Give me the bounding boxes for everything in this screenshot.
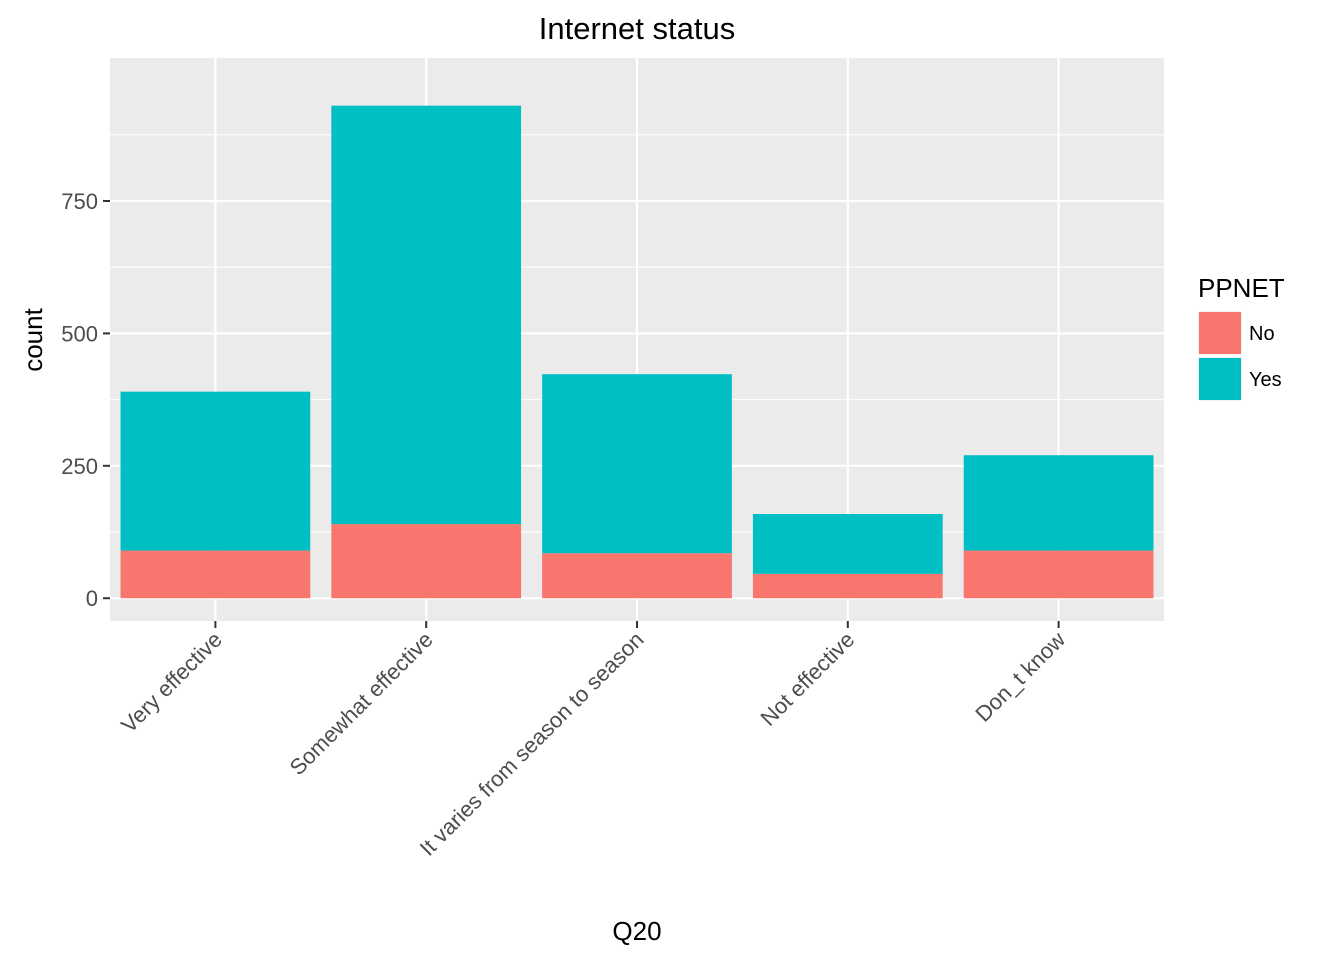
bar-no-2 xyxy=(542,553,732,599)
bar-no-3 xyxy=(752,573,943,599)
legend-title: PPNET xyxy=(1198,273,1285,303)
bar-yes-4 xyxy=(963,455,1154,551)
bar-yes-3 xyxy=(752,514,943,574)
y-axis-title: count xyxy=(18,307,48,371)
bar-yes-2 xyxy=(542,374,732,554)
bars-group xyxy=(120,105,1154,599)
bar-no-1 xyxy=(331,524,522,599)
bar-no-4 xyxy=(963,550,1154,599)
legend-swatch-no xyxy=(1199,312,1241,354)
y-axis: 0 250 500 750 xyxy=(61,189,110,611)
y-tick-label: 750 xyxy=(61,189,98,214)
y-tick-label: 500 xyxy=(61,321,98,346)
bar-yes-0 xyxy=(120,391,311,551)
legend-swatch-yes xyxy=(1199,358,1241,400)
legend-label-no: No xyxy=(1249,323,1275,345)
legend-label-yes: Yes xyxy=(1249,369,1282,391)
legend: PPNET No Yes xyxy=(1198,273,1285,401)
bar-yes-1 xyxy=(331,105,522,525)
bar-no-0 xyxy=(120,550,311,599)
y-tick-label: 250 xyxy=(61,454,98,479)
y-tick-label: 0 xyxy=(86,586,98,611)
chart-title: Internet status xyxy=(539,11,735,46)
x-axis-title: Q20 xyxy=(612,916,661,946)
